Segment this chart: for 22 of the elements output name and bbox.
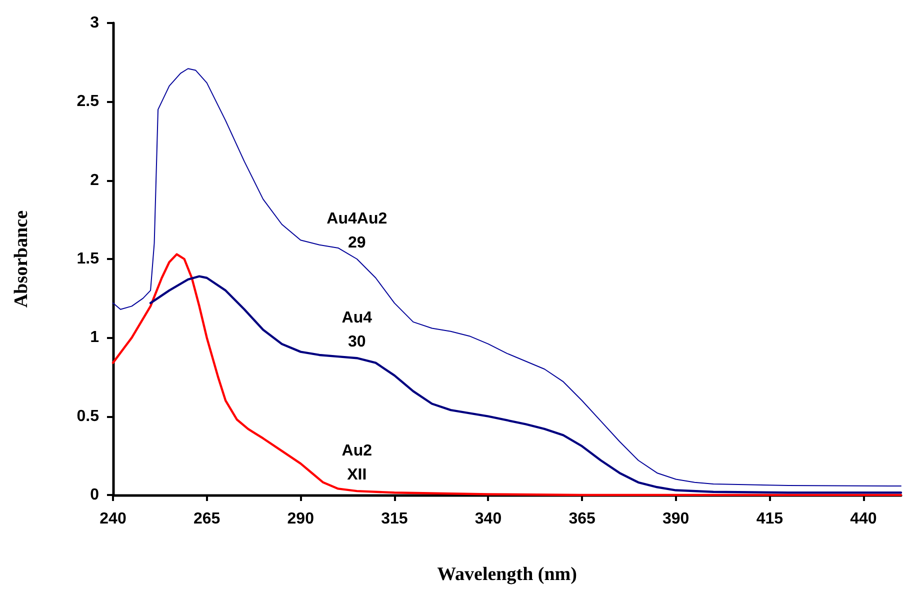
x-tick-label: 415 (756, 510, 784, 528)
x-tick-label: 365 (568, 510, 596, 528)
x-tick-label: 265 (193, 510, 220, 528)
x-tick-label: 340 (474, 510, 502, 528)
y-tick-label: 0 (90, 486, 100, 504)
x-tick-label: 290 (287, 510, 314, 528)
line-series (112, 68, 902, 487)
y-tick-label: 1.5 (76, 250, 100, 268)
x-tick-label: 315 (381, 510, 408, 528)
y-tick-label: 2.5 (76, 93, 100, 110)
series-label: Au2 XII (342, 442, 372, 484)
series-label: Au4Au2 29 (326, 210, 388, 252)
y-tick-label: 1 (90, 329, 100, 346)
y-axis-title: Absorbance (11, 210, 32, 308)
y-tick-label: 0.5 (76, 408, 100, 425)
x-tick-label: 390 (662, 510, 690, 528)
x-tick-label: 440 (850, 510, 877, 528)
y-tick-label: 3 (90, 14, 100, 32)
y-tick-label: 2 (90, 172, 100, 189)
x-axis-title: Wavelength (nm) (437, 564, 577, 585)
series-label: Au4 30 (342, 310, 372, 351)
x-tick-label: 240 (100, 510, 126, 528)
